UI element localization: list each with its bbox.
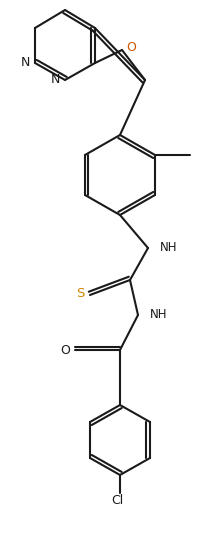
Text: N: N	[50, 73, 59, 87]
Text: Cl: Cl	[110, 495, 123, 507]
Text: O: O	[60, 343, 70, 357]
Text: NH: NH	[159, 241, 177, 254]
Text: NH: NH	[149, 309, 167, 321]
Text: O: O	[125, 41, 135, 55]
Text: S: S	[75, 288, 84, 300]
Text: N: N	[20, 56, 30, 70]
